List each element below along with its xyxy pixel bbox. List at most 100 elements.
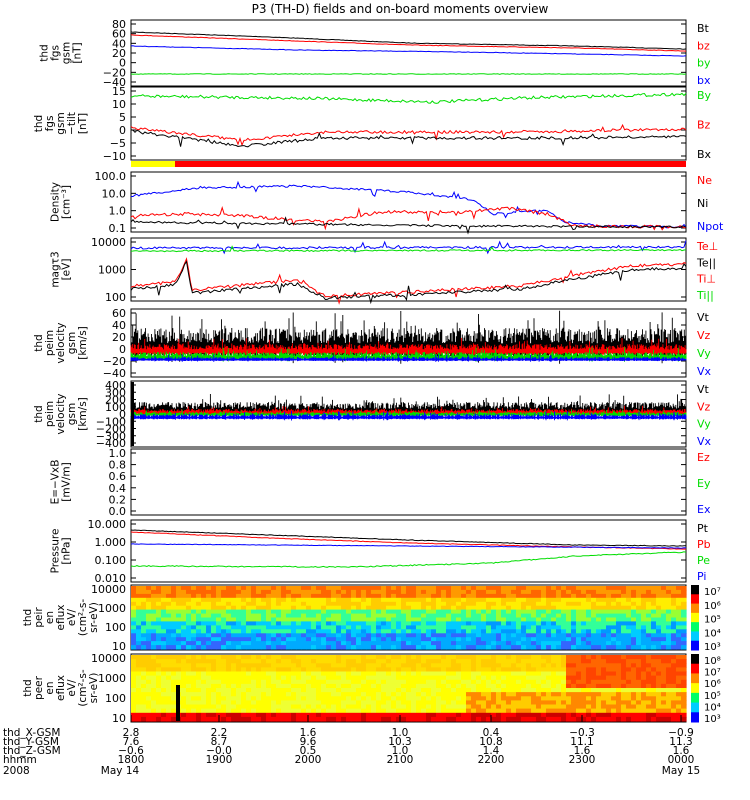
spectrogram-cell (436, 667, 442, 673)
spectrogram-cell (151, 716, 157, 722)
spectrogram-cell (401, 637, 407, 642)
spectrogram-cell (231, 621, 237, 626)
spectrogram-cell (151, 688, 157, 693)
spectrogram-cell (641, 655, 647, 660)
spectrogram-cell (466, 645, 472, 650)
spectrogram-cell (451, 667, 457, 673)
y-label-line: peir (33, 607, 45, 628)
spectrogram-cell (661, 679, 667, 685)
spectrogram-cell (656, 637, 662, 642)
spectrogram-cell (451, 629, 457, 634)
spectrogram-cell (341, 613, 347, 619)
spectrogram-cell (211, 696, 217, 701)
spectrogram-cell (676, 637, 682, 642)
spectrogram-cell (471, 655, 477, 660)
spectrogram-cell (546, 716, 552, 722)
spectrogram-cell (471, 586, 477, 591)
spectrogram-cell (306, 625, 312, 630)
spectrogram-cell (551, 629, 557, 634)
spectrogram-cell (676, 589, 682, 595)
spectrogram-cell (421, 625, 427, 630)
spectrogram-cell (191, 586, 197, 591)
spectrogram-cell (396, 597, 402, 603)
spectrogram-cell (301, 716, 307, 722)
y-label-line: thd (22, 679, 34, 696)
Bz-line (130, 123, 687, 147)
spectrogram-cell (566, 605, 572, 611)
spectrogram-cell (546, 704, 552, 710)
y-axis-label: thd fgs gsm −tilt [nT] (33, 112, 89, 135)
spectrogram-cell (501, 667, 507, 673)
spectrogram-cell (526, 637, 532, 642)
spectrogram-cell (131, 597, 137, 603)
spectrogram-cell (671, 716, 677, 722)
spectrogram-cell (261, 659, 267, 664)
spectrogram-cell (431, 659, 437, 664)
spectrogram-cell (236, 593, 242, 599)
spectrogram-cell (256, 683, 262, 689)
spectrogram-cell (666, 671, 672, 677)
spectrogram-cell (371, 597, 377, 603)
spectrogram-cell (546, 683, 552, 689)
spectrogram-cell (566, 692, 572, 697)
spectrogram-cell (336, 663, 342, 668)
spectrogram-cell (356, 609, 362, 615)
spectrogram-cell (251, 617, 257, 622)
spectrogram-cell (281, 629, 287, 634)
colorbar-segment (691, 612, 699, 623)
spectrogram-cell (196, 679, 202, 685)
spectrogram-cell (256, 679, 262, 685)
spectrogram-cell (386, 712, 392, 718)
spectrogram-cell (241, 605, 247, 611)
spectrogram-cell (286, 716, 292, 722)
spectrogram-cell (216, 700, 222, 706)
spectrogram-cell (141, 696, 147, 701)
spectrogram-cell (601, 663, 607, 668)
spectrogram-cell (536, 704, 542, 710)
spectrogram-cell (531, 641, 537, 646)
spectrogram-cell (516, 683, 522, 689)
spectrogram-cell (541, 683, 547, 689)
spectrogram-cell (596, 597, 602, 603)
spectrogram-cell (266, 692, 272, 697)
spectrogram-cell (231, 586, 237, 591)
spectrogram-cell (441, 692, 447, 697)
spectrogram-cell (431, 597, 437, 603)
spectrogram-cell (401, 609, 407, 615)
spectrogram-cell (466, 688, 472, 693)
spectrogram-cell (206, 601, 212, 607)
spectrogram-cell (376, 667, 382, 673)
spectrogram-cell (391, 712, 397, 718)
spectrogram-cell (461, 663, 467, 668)
colorbar-label: 10⁵ (704, 615, 721, 626)
spectrogram-cell (216, 683, 222, 689)
spectrogram-cell (251, 679, 257, 685)
spectrogram-cell (226, 712, 232, 718)
spectrogram-cell (256, 641, 262, 646)
spectrogram-cell (666, 675, 672, 681)
spectrogram-cell (216, 663, 222, 668)
spectrogram-cell (136, 679, 142, 685)
spectrogram-cell (486, 586, 492, 591)
spectrogram-cell (306, 593, 312, 599)
spectrogram-cell (486, 633, 492, 638)
spectrogram-cell (596, 601, 602, 607)
spectrogram-cell (551, 655, 557, 660)
spectrogram-cell (316, 586, 322, 591)
spectrogram-cell (416, 667, 422, 673)
spectrogram-cell (421, 688, 427, 693)
spectrogram-cell (561, 613, 567, 619)
spectrogram-cell (376, 593, 382, 599)
spectrogram-cell (241, 671, 247, 677)
spectrogram-cell (556, 696, 562, 701)
spectrogram-cell (631, 671, 637, 677)
spectrogram-cell (466, 667, 472, 673)
spectrogram-cell (156, 700, 162, 706)
spectrogram-cell (156, 586, 162, 591)
spectrogram-cell (571, 708, 577, 714)
spectrogram-cell (256, 692, 262, 697)
spectrogram-cell (536, 663, 542, 668)
spectrogram-cell (266, 605, 272, 611)
spectrogram-cell (326, 688, 332, 693)
spectrogram-cell (326, 692, 332, 697)
